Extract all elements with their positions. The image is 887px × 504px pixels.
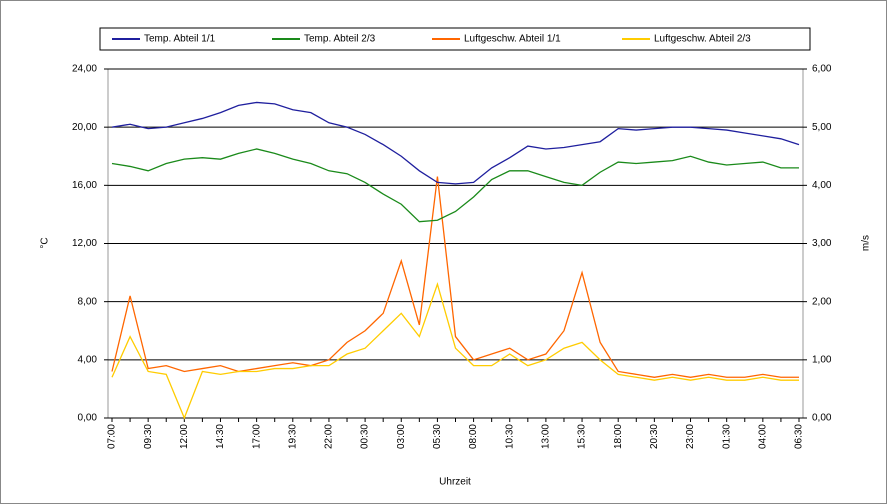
x-tick-label: 14:30 [215,424,226,449]
x-tick-label: 00:30 [360,424,371,449]
x-tick-label: 07:00 [107,424,118,449]
x-tick-label: 01:30 [721,424,732,449]
y2-axis-title: m/s [861,235,872,251]
y2-tick-label: 5,00 [812,122,832,133]
series-line [111,176,799,378]
y2-tick-label: 2,00 [812,296,832,307]
y-tick-label: 0,00 [78,413,98,424]
x-tick-label: 09:30 [143,424,154,449]
legend-label: Temp. Abteil 1/1 [144,34,216,45]
x-tick-label: 17:00 [251,424,262,449]
y2-tick-label: 0,00 [812,413,832,424]
x-tick-label: 12:00 [179,424,190,449]
x-tick-label: 05:30 [432,424,443,449]
x-tick-label: 23:00 [685,424,696,449]
x-tick-label: 18:00 [613,424,624,449]
y-axis-title: °C [40,237,51,248]
y-tick-label: 24,00 [72,64,97,75]
y2-tick-label: 6,00 [812,64,832,75]
y2-tick-label: 3,00 [812,238,832,249]
x-tick-label: 19:30 [287,424,298,449]
legend-label: Temp. Abteil 2/3 [304,34,376,45]
y-tick-label: 20,00 [72,122,97,133]
x-tick-label: 06:30 [794,424,805,449]
y-tick-label: 12,00 [72,238,97,249]
x-tick-label: 22:00 [324,424,335,449]
x-tick-label: 10:30 [504,424,515,449]
y-tick-label: 4,00 [78,354,98,365]
x-tick-label: 08:00 [468,424,479,449]
series-line [111,101,800,185]
y2-tick-label: 1,00 [812,354,832,365]
series-line [111,282,799,420]
x-tick-label: 20:30 [649,424,660,449]
y-tick-label: 16,00 [72,180,97,191]
y2-tick-label: 4,00 [812,180,832,191]
x-axis-title: Uhrzeit [439,477,471,488]
y-tick-label: 8,00 [78,296,98,307]
series-line [111,148,799,223]
x-tick-label: 13:00 [541,424,552,449]
x-tick-label: 04:00 [757,424,768,449]
x-tick-label: 15:30 [577,424,588,449]
legend-label: Luftgeschw. Abteil 1/1 [464,34,561,45]
x-tick-label: 03:00 [396,424,407,449]
legend-label: Luftgeschw. Abteil 2/3 [654,34,751,45]
